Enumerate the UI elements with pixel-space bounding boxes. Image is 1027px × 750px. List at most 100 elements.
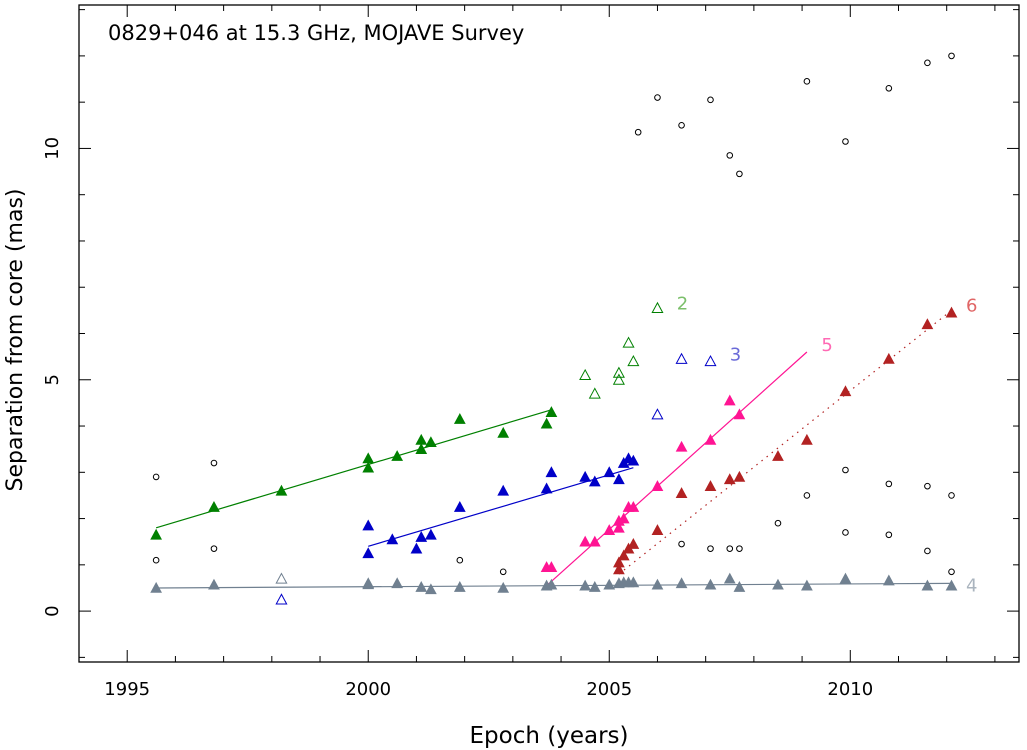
component-3-point — [362, 519, 375, 531]
component-4-point — [627, 576, 640, 588]
component-2-point — [208, 500, 220, 512]
open-circle-point — [707, 96, 714, 104]
component-2-point — [453, 413, 466, 424]
component-2-point — [391, 450, 404, 461]
component-6-point — [921, 318, 934, 330]
component-2-point — [415, 443, 428, 454]
open-circle-point — [726, 545, 734, 552]
open-circle-point — [210, 459, 218, 467]
component-3-point — [386, 533, 399, 545]
component-4-point — [453, 581, 466, 592]
component-6-point — [839, 385, 852, 397]
open-circle-point — [634, 128, 642, 136]
component-5-point — [579, 535, 592, 547]
component-3-open-point — [651, 408, 664, 420]
component-4-point — [579, 579, 592, 591]
component-3-point — [453, 500, 466, 512]
component-3-point — [410, 542, 423, 554]
component-6-point — [704, 480, 717, 492]
open-circle-point — [948, 568, 955, 576]
series-label-2: 2 — [677, 293, 688, 314]
x-tick-label: 1995 — [104, 679, 150, 700]
open-circle-point — [885, 531, 893, 539]
open-circle-point — [736, 170, 743, 178]
component-2-open-point — [612, 373, 625, 385]
component-2-point — [545, 406, 558, 417]
component-3-point — [362, 547, 375, 559]
component-4-point — [772, 578, 784, 590]
component-2-point — [362, 461, 375, 473]
x-tick-label: 2000 — [345, 679, 391, 700]
component-4-point — [497, 581, 510, 593]
component-4-point — [208, 578, 220, 590]
component-4-point — [723, 572, 736, 584]
component-2-point — [150, 528, 162, 540]
component-6-point — [945, 306, 958, 318]
open-circle-point — [885, 480, 893, 488]
component-4-point — [150, 581, 162, 593]
y-axis-label: Separation from core (mas) — [3, 189, 28, 492]
component-4-point — [362, 577, 375, 589]
component-6-point — [617, 549, 630, 561]
component-5-point — [723, 394, 736, 406]
fit-line-6 — [618, 309, 952, 575]
component-4-point — [882, 574, 895, 586]
open-circle-point — [678, 121, 685, 129]
y-tick-label: 5 — [42, 374, 63, 385]
open-circle-point — [924, 547, 931, 555]
component-6-point — [613, 556, 625, 568]
component-4-point — [921, 579, 934, 591]
component-5-point — [627, 500, 640, 512]
open-circle-point — [924, 482, 931, 490]
component-3-point — [545, 466, 558, 478]
component-5-point — [617, 512, 630, 524]
component-5-point — [613, 521, 625, 533]
chart-title: 0829+046 at 15.3 GHz, MOJAVE Survey — [108, 21, 524, 45]
open-circle-point — [707, 545, 714, 552]
component-3-point — [603, 466, 616, 478]
open-circle-point — [803, 78, 811, 85]
fit-line-5 — [546, 351, 808, 587]
component-4-point — [945, 579, 958, 591]
component-4-point — [603, 578, 616, 590]
component-5-point — [603, 524, 616, 535]
axis-ticks: 1995 2000 2005 2010 0 5 10 — [42, 5, 1019, 700]
series-label-4: 4 — [966, 576, 977, 597]
component-2-point — [497, 426, 510, 438]
open-circle-point — [885, 84, 893, 92]
component-4-open-point — [275, 572, 288, 584]
component-4-point — [588, 581, 601, 592]
component-4-point — [675, 577, 688, 589]
x-tick-label: 2005 — [586, 679, 632, 700]
component-3-point — [579, 470, 592, 482]
y-tick-label: 0 — [42, 605, 63, 616]
open-circle-point — [948, 492, 955, 499]
component-4-point — [839, 572, 852, 584]
component-6-point — [675, 487, 688, 498]
x-tick-label: 2010 — [827, 679, 873, 700]
open-circle-point — [210, 545, 218, 552]
component-5-point — [588, 535, 601, 547]
component-4-point — [801, 579, 813, 591]
open-circle-point — [456, 556, 464, 564]
component-5-point — [675, 440, 688, 452]
component-4-point — [415, 581, 428, 592]
component-6-point — [801, 433, 813, 445]
open-circle-point — [842, 529, 849, 536]
component-2-point — [362, 452, 375, 464]
plot-frame — [78, 4, 1020, 663]
open-circle-point — [678, 540, 685, 548]
component-4-point — [391, 577, 404, 589]
component-5-point — [651, 480, 664, 492]
component-4-point — [733, 581, 746, 592]
component-3-point — [627, 454, 640, 466]
component-6-point — [613, 563, 625, 575]
component-3-open-point — [275, 593, 288, 605]
component-6-point — [733, 470, 746, 482]
open-circle-point — [774, 519, 782, 527]
component-5-point — [704, 433, 717, 445]
open-circle-point — [924, 59, 931, 67]
component-2-open-point — [612, 366, 625, 378]
component-6-point — [627, 537, 640, 549]
component-2-open-point — [627, 355, 640, 367]
